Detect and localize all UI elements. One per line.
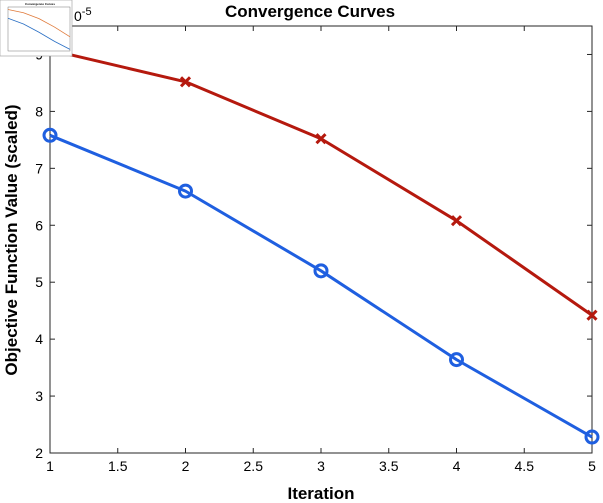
chart-title: Convergence Curves (225, 2, 395, 21)
inset-thumbnail: Convergence Curves (0, 0, 73, 57)
inset-thumbnail-title: Convergence Curves (25, 2, 55, 6)
series-2-point (178, 183, 193, 199)
series-1-point (450, 215, 463, 227)
y-tick-label: 6 (35, 217, 43, 233)
x-tick-label: 1 (46, 458, 54, 474)
y-tick-label: 7 (35, 160, 43, 176)
y-exponent-label: 0-5 (74, 6, 92, 24)
x-tick-label: 4 (453, 458, 461, 474)
inset-thumbnail-frame (0, 0, 73, 57)
x-tick-label: 3 (317, 458, 325, 474)
y-tick-label: 5 (35, 274, 43, 290)
series-1-point (179, 76, 192, 88)
x-tick-label: 3.5 (379, 458, 399, 474)
inset-series-1-line (7, 9, 71, 38)
y-tick-label: 8 (35, 103, 43, 119)
x-tick-label: 4.5 (515, 458, 535, 474)
svg-text:0-5: 0-5 (74, 6, 92, 24)
y-tick-label: 4 (35, 331, 43, 347)
y-tick-label: 3 (35, 388, 43, 404)
x-axis-ticks: 1 1.5 2 2.5 3 3.5 4 4.5 5 (46, 26, 596, 474)
inset-series-2-line (7, 17, 71, 50)
series-2-point (449, 352, 464, 368)
x-tick-label: 2 (182, 458, 190, 474)
y-axis-ticks: 23456789 (35, 46, 592, 461)
series-layer (42, 44, 600, 445)
x-tick-label: 5 (588, 458, 596, 474)
y-axis-label: Objective Function Value (scaled) (2, 104, 21, 375)
series-1-point (315, 133, 327, 145)
series-2-line (49, 133, 593, 439)
x-tick-label: 1.5 (108, 458, 128, 474)
x-axis-label: Iteration (287, 484, 354, 503)
series-2-point (313, 263, 329, 279)
series-2-point (42, 127, 58, 143)
x-tick-label: 2.5 (244, 458, 264, 474)
y-tick-label: 2 (35, 445, 43, 461)
series-2-point (584, 429, 600, 445)
series-1-point (586, 309, 598, 321)
